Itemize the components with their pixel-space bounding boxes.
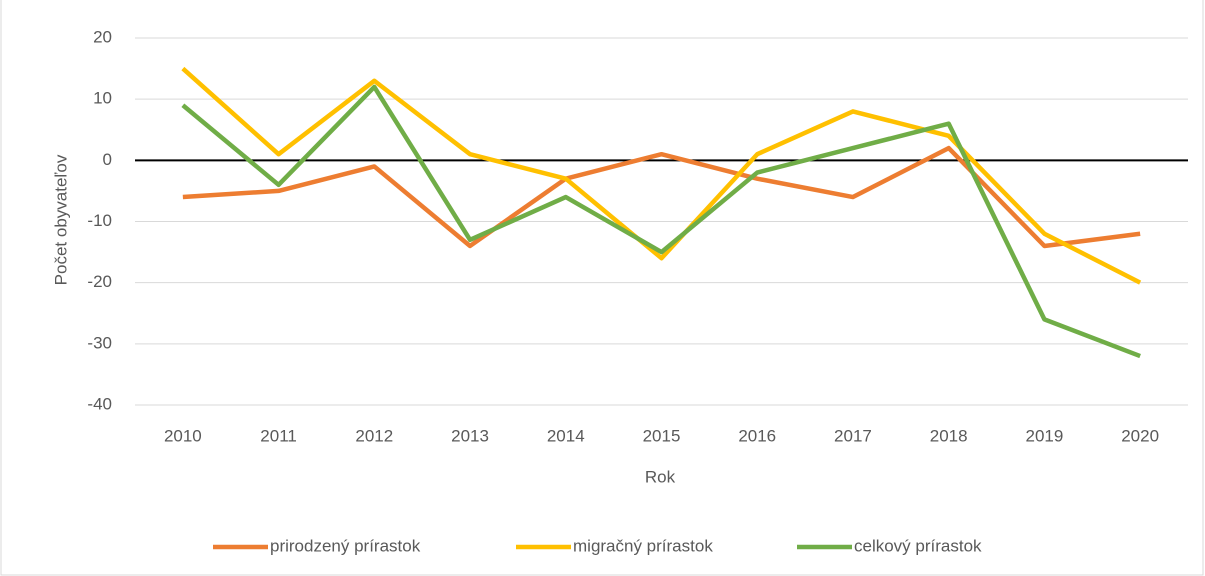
y-tick-label: 20 xyxy=(93,27,112,46)
x-tick-label: 2020 xyxy=(1121,426,1159,445)
x-tick-label: 2011 xyxy=(260,426,297,445)
x-tick-label: 2010 xyxy=(164,426,202,445)
y-tick-label: 10 xyxy=(93,89,112,108)
x-tick-label: 2015 xyxy=(643,426,681,445)
series-line xyxy=(181,66,1142,285)
x-tick-label: 2018 xyxy=(930,426,968,445)
legend-label: prirodzený prírastok xyxy=(270,536,421,555)
x-tick-label: 2014 xyxy=(547,426,585,445)
legend-label: migračný prírastok xyxy=(573,536,713,555)
x-tick-label: 2019 xyxy=(1025,426,1063,445)
y-axis-label: Počet obyvateľov xyxy=(51,154,70,285)
series-line xyxy=(182,145,1141,249)
y-tick-label: 0 xyxy=(103,150,112,169)
x-tick-label: 2017 xyxy=(834,426,872,445)
y-tick-label: -20 xyxy=(87,272,112,291)
x-tick-label: 2012 xyxy=(355,426,393,445)
y-tick-label: -40 xyxy=(87,394,112,413)
x-tick-label: 2016 xyxy=(738,426,776,445)
y-tick-label: -30 xyxy=(87,333,112,352)
y-tick-label: -10 xyxy=(87,211,112,230)
legend-label: celkový prírastok xyxy=(854,536,982,555)
series-line xyxy=(181,84,1141,359)
x-tick-label: 2013 xyxy=(451,426,489,445)
x-axis-label: Rok xyxy=(645,467,676,486)
